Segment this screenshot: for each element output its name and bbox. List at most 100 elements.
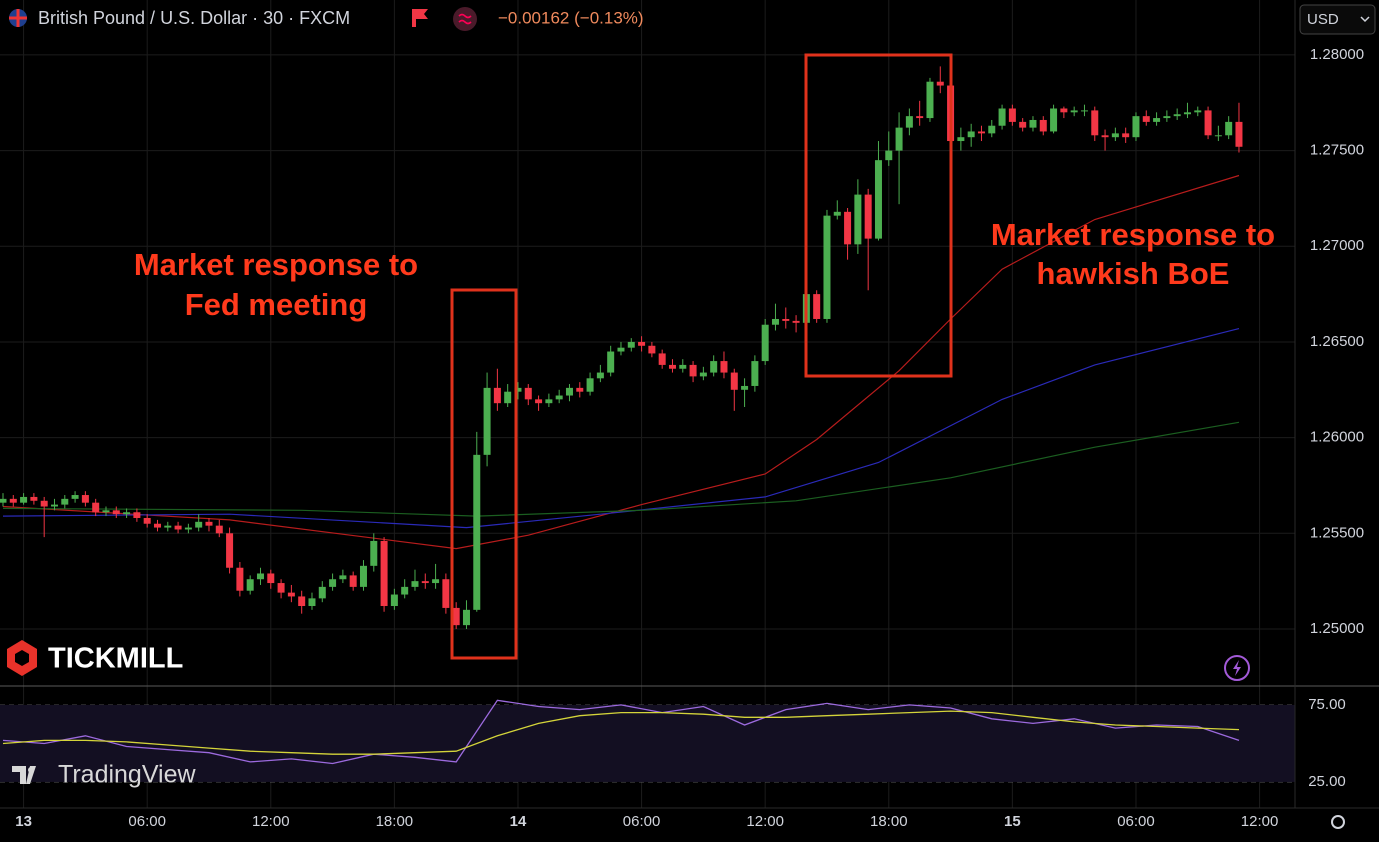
candle-body	[174, 525, 182, 530]
settings-icon[interactable]	[1331, 815, 1345, 829]
plot	[0, 66, 1243, 765]
price-change: −0.00162 (−0.13%)	[498, 8, 644, 27]
candle-body	[421, 581, 429, 584]
candle-body	[277, 583, 285, 593]
currency-selector[interactable]: USD	[1299, 4, 1376, 35]
annotation-line: hawkish BoE	[1037, 256, 1230, 291]
candle-body	[988, 125, 996, 134]
y-tick-label: 1.26500	[1310, 333, 1364, 350]
candle-body	[226, 533, 234, 568]
moving-average	[2, 328, 1240, 529]
candle-body	[308, 598, 316, 607]
candle-body	[411, 581, 419, 587]
candle-body	[823, 215, 831, 319]
candle-body	[267, 573, 275, 584]
flag-marker	[412, 9, 428, 27]
y-tick-label: 1.25000	[1310, 620, 1364, 637]
logo-icon	[28, 767, 34, 773]
candle-body	[761, 324, 769, 362]
annotation: Market response to hawkish BoE	[991, 217, 1275, 291]
annotation: Market response to Fed meeting	[134, 247, 418, 322]
candle-body	[298, 596, 306, 607]
candle-body	[20, 496, 28, 503]
candle-body	[112, 510, 120, 515]
candle-body	[524, 387, 532, 400]
candle-body	[50, 504, 58, 507]
candle-body	[916, 116, 924, 119]
candle-body	[1194, 110, 1202, 113]
candle-body	[905, 116, 913, 128]
candle-body	[782, 318, 790, 321]
candle-body	[1225, 121, 1233, 136]
candle-body	[380, 540, 388, 607]
candle-body	[318, 586, 326, 599]
candle-body	[617, 347, 625, 352]
candle-body	[236, 567, 244, 591]
candle-body	[102, 510, 110, 513]
candle-body	[246, 579, 254, 591]
candle-body	[1163, 116, 1171, 119]
candle-body	[535, 399, 543, 404]
candle-body	[349, 575, 357, 587]
candle-body	[679, 364, 687, 369]
candle-body	[751, 361, 759, 386]
rsi-line	[2, 710, 1240, 755]
candle-body	[1070, 110, 1078, 113]
header: British Pound / U.S. Dollar · 30 · FXCM …	[9, 7, 644, 31]
candle-body	[1142, 116, 1150, 122]
candle-body	[885, 150, 893, 161]
candle-body	[1008, 108, 1016, 122]
candle-body	[926, 81, 934, 119]
y-tick-label: 25.00	[1308, 773, 1346, 790]
rsi-band	[0, 704, 1295, 782]
candle-body	[1060, 108, 1068, 113]
grid	[0, 0, 1295, 808]
highlight-box	[450, 288, 518, 660]
candle-body	[586, 378, 594, 392]
symbol-title: British Pound / U.S. Dollar · 30 · FXCM	[38, 8, 350, 28]
candle-body	[195, 521, 203, 528]
currency-label[interactable]: USD	[1307, 11, 1339, 28]
candle-body	[1080, 110, 1088, 112]
alert-icon[interactable]	[1233, 660, 1241, 676]
indicator-icon	[453, 7, 477, 31]
currency-box[interactable]	[1299, 4, 1376, 35]
candle-body	[133, 512, 141, 518]
chevron[interactable]	[1360, 16, 1370, 23]
x-tick-label: 14	[510, 813, 527, 830]
annotation-line: Market response to	[134, 247, 418, 282]
candle-body	[864, 194, 872, 239]
candle-body	[1029, 119, 1037, 128]
candle-body	[658, 353, 666, 365]
candle-body	[874, 160, 882, 239]
candle-body	[576, 387, 584, 392]
candle-body	[1235, 121, 1243, 147]
candle-body	[390, 594, 398, 607]
candle-body	[1214, 135, 1222, 137]
candle-body	[1091, 110, 1099, 136]
candle-body	[895, 127, 903, 151]
moving-average	[2, 174, 1240, 550]
annotation-line: Market response to	[991, 217, 1275, 252]
candle-body	[648, 345, 656, 354]
y-tick-label: 1.28000	[1310, 46, 1364, 63]
candle-body	[555, 395, 563, 400]
y-tick-label: 1.27000	[1310, 237, 1364, 254]
x-tick-label: 15	[1004, 813, 1021, 830]
candle-body	[442, 579, 450, 608]
alert-icon[interactable]	[1224, 655, 1250, 681]
candle-body	[61, 498, 69, 505]
candle-body	[1050, 108, 1058, 132]
candle-body	[30, 496, 38, 501]
candle-body	[854, 194, 862, 245]
moving-average	[2, 421, 1240, 517]
candle-body	[710, 361, 718, 373]
candle-body	[1153, 118, 1161, 122]
candle-body	[545, 399, 553, 404]
candle-body	[329, 579, 337, 587]
candle-body	[1101, 135, 1109, 138]
y-tick-label: 1.26000	[1310, 429, 1364, 446]
